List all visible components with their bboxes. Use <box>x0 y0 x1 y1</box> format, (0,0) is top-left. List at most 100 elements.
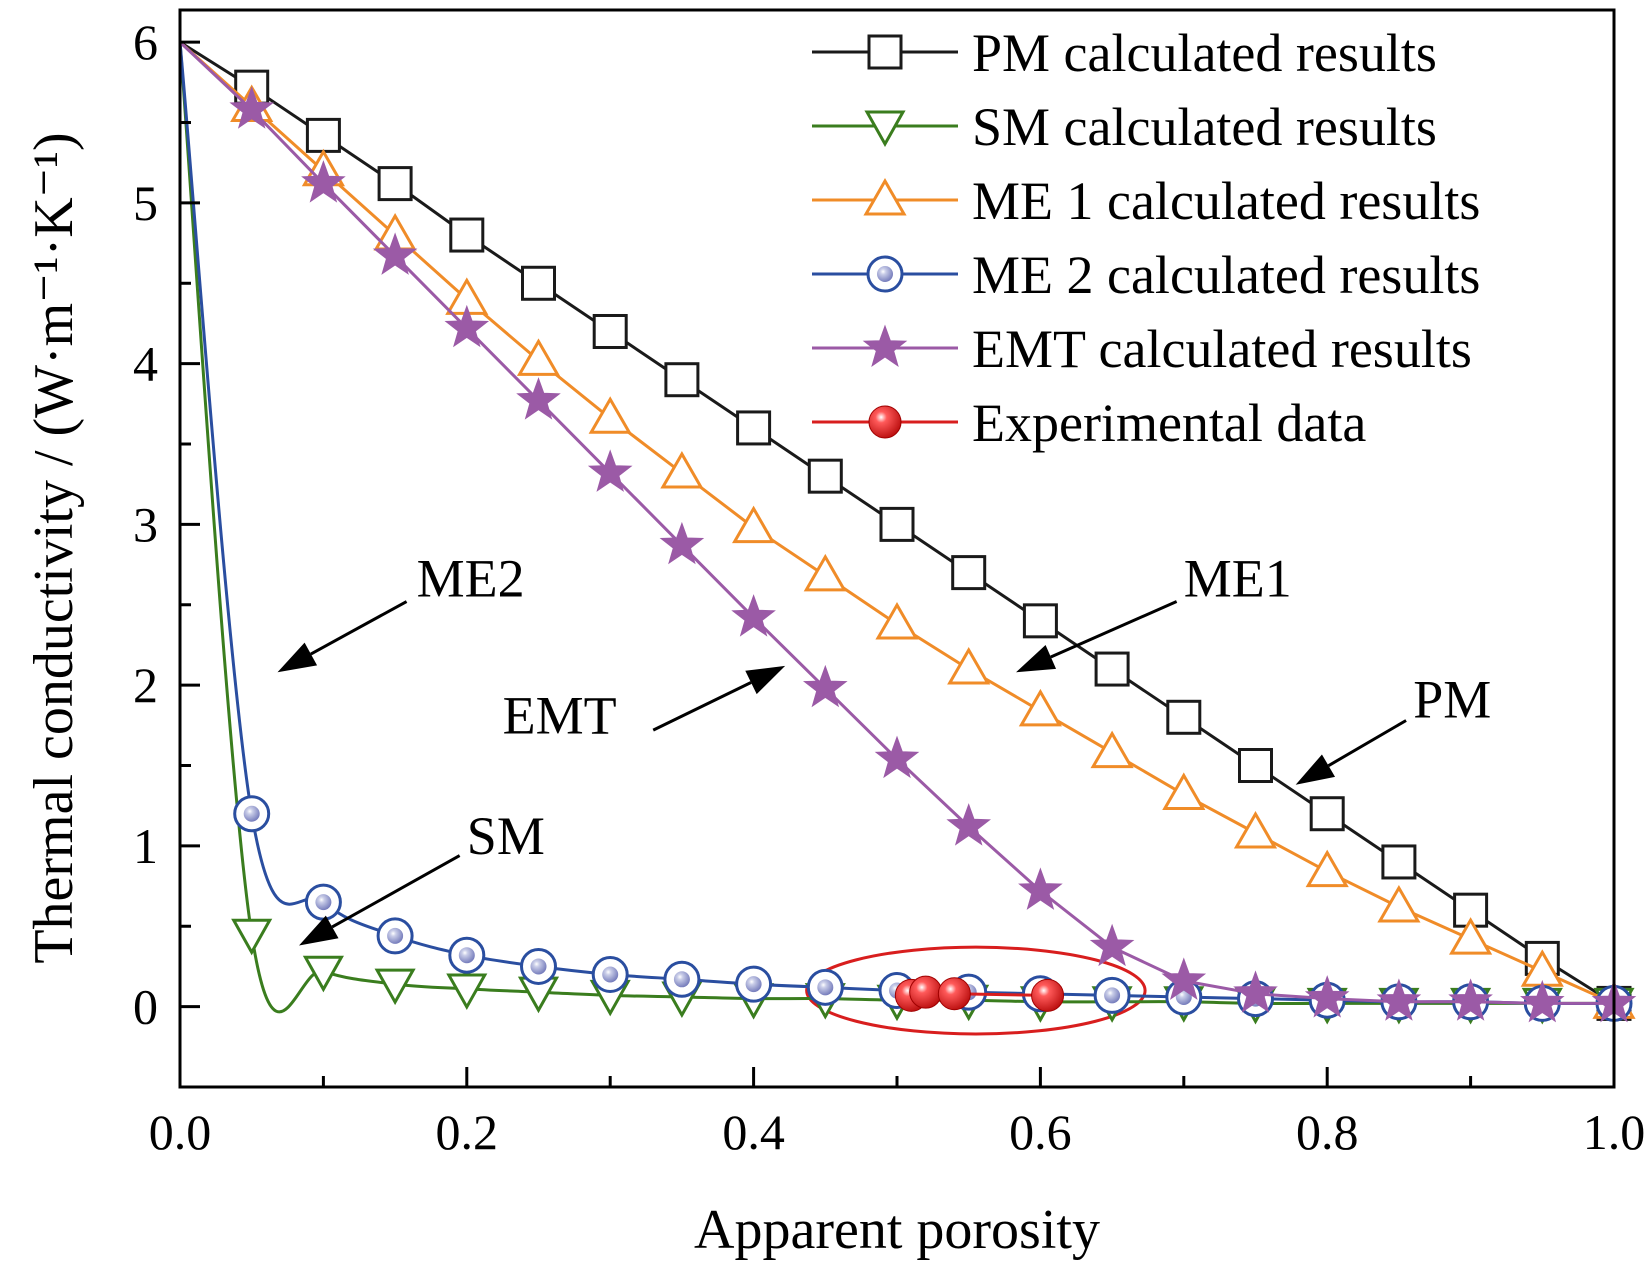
series-4-point-15 <box>1233 970 1278 1013</box>
legend-marker-3-core <box>877 266 893 282</box>
legend-marker-0 <box>867 34 903 70</box>
legend-label-4: EMT calculated results <box>972 319 1472 379</box>
annotation-arrow-line-sm <box>331 854 461 929</box>
annotation-arrow-head-me2 <box>277 642 318 673</box>
annotations-layer: ME2 SM EMT ME1 PM <box>277 549 1491 946</box>
series-4-point-19 <box>1520 979 1565 1023</box>
ticks-layer: 0.0 0.2 0.4 0.6 0.8 1.0 0 1 2 3 4 5 6 <box>133 14 1645 1160</box>
series-2-point-14 <box>1162 772 1206 810</box>
series-4-point-7 <box>659 521 705 565</box>
series-1-point-4 <box>446 973 488 1011</box>
series-0-point-4 <box>449 217 485 253</box>
annotation-label-me1: ME1 <box>1184 549 1292 609</box>
series-2-point-13 <box>1090 730 1134 769</box>
series-4-point-6 <box>587 449 633 492</box>
series-4-point-2 <box>301 160 346 203</box>
series-1-point-2 <box>302 955 344 993</box>
series-3-point-1-core <box>243 805 260 822</box>
series-3-point-13 <box>1093 976 1131 1014</box>
series-4-point-5 <box>516 377 561 420</box>
series-2-point-8 <box>732 505 776 544</box>
annotation-emt: EMT <box>503 665 786 745</box>
y-axis-title: Thermal conductivity / (W·m⁻¹·K⁻¹) <box>23 132 85 963</box>
series-3-point-2-core <box>315 894 332 911</box>
series-0-point-5 <box>521 265 556 301</box>
legend-marker-2 <box>863 177 907 216</box>
annotation-label-pm: PM <box>1413 669 1491 729</box>
annotation-label-emt: EMT <box>503 685 617 745</box>
y-tick-label-4: 4 <box>133 336 158 392</box>
x-tick-label-0: 0.0 <box>149 1104 212 1160</box>
series-4-point-17 <box>1376 978 1422 1021</box>
series-3-point-6 <box>591 955 629 993</box>
series-2-point-17 <box>1377 884 1421 923</box>
legend-item-3: ME 2 calculated results <box>812 245 1480 305</box>
series-4-point-14 <box>1161 957 1207 1000</box>
series-4-point-3 <box>372 232 418 275</box>
series-5-point-3 <box>1031 978 1065 1012</box>
annotation-label-sm: SM <box>467 806 545 866</box>
x-tick-label-2: 0.4 <box>722 1104 785 1160</box>
y-tick-label-2: 2 <box>133 657 158 713</box>
annotation-sm: SM <box>299 806 545 946</box>
series-4-point-8 <box>731 594 776 637</box>
series-0-point-3 <box>377 166 413 202</box>
series-3-point-4-core <box>458 947 475 964</box>
series-0-point-2 <box>305 117 341 153</box>
series-1-point-3 <box>374 968 416 1006</box>
legend-marker-1 <box>864 110 906 148</box>
series-4 <box>178 41 1637 1023</box>
series-0-point-15 <box>1238 748 1273 784</box>
annotation-arrow-head-sm <box>299 915 339 946</box>
legend-label-0: PM calculated results <box>972 23 1437 83</box>
series-3-point-8-core <box>745 976 762 993</box>
series-4-point-4 <box>444 304 490 348</box>
series-3-point-5-core <box>530 958 547 975</box>
legend-marker-3 <box>866 255 904 293</box>
series-2-point-11 <box>947 647 991 685</box>
series-3-point-1 <box>233 795 271 833</box>
legend-item-2: ME 1 calculated results <box>812 171 1480 231</box>
series-3-point-5 <box>520 947 557 985</box>
x-tick-label-4: 0.8 <box>1296 1104 1359 1160</box>
x-axis-title: Apparent porosity <box>694 1199 1100 1261</box>
annotation-arrow-head-emt <box>745 665 786 695</box>
legend-label-1: SM calculated results <box>972 97 1437 157</box>
legend-item-0: PM calculated results <box>812 23 1437 83</box>
series-3-point-9-core <box>817 979 834 996</box>
series-3-point-2 <box>304 883 342 921</box>
legend-label-3: ME 2 calculated results <box>972 245 1480 305</box>
annotation-arrow-line-me1 <box>1050 600 1178 659</box>
series-4-point-9 <box>802 664 848 708</box>
annotation-arrow-line-pm <box>1327 719 1407 767</box>
series-2-point-12 <box>1018 688 1062 727</box>
series-0-point-13 <box>1094 651 1130 687</box>
series-4-point-13 <box>1089 923 1135 967</box>
series-0-point-7 <box>664 362 700 398</box>
series-5-point-1 <box>909 975 943 1009</box>
series-4-point-1 <box>229 86 275 129</box>
annotation-arrow-head-me1 <box>1016 645 1057 673</box>
series-2-point-10 <box>875 602 919 640</box>
legend-marker-4 <box>862 324 908 367</box>
series-2-point-6 <box>588 396 632 434</box>
x-tick-label-1: 0.2 <box>436 1104 499 1160</box>
experimental-highlight-ellipse <box>805 945 1147 1036</box>
legend-label-5: Experimental data <box>972 393 1366 453</box>
series-2-point-5 <box>516 338 561 376</box>
annotation-pm: PM <box>1295 669 1491 785</box>
series-0-point-12 <box>1022 603 1058 639</box>
marks-layer <box>178 40 1637 1036</box>
series-0-point-17 <box>1381 844 1417 880</box>
annotation-me2: ME2 <box>277 549 525 673</box>
series-3-point-3 <box>376 917 414 955</box>
legend-item-4: EMT calculated results <box>812 319 1472 379</box>
y-tick-label-3: 3 <box>133 496 158 552</box>
series-2-point-16 <box>1305 849 1349 888</box>
x-tick-label-5: 1.0 <box>1583 1104 1646 1160</box>
series-0-point-11 <box>951 555 987 591</box>
series-2-point-9 <box>803 553 847 592</box>
series-0-point-6 <box>592 313 628 349</box>
